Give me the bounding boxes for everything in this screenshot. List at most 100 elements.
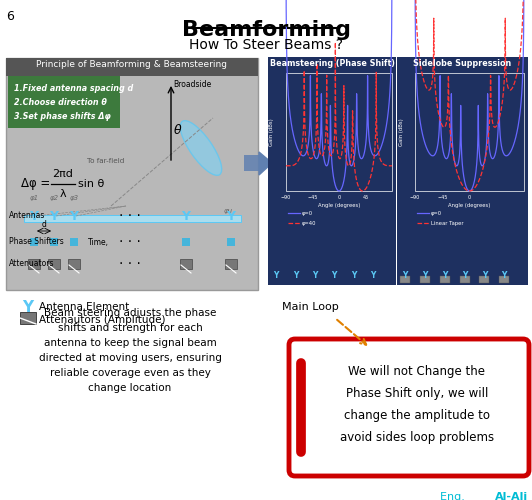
Text: 6: 6 [6, 10, 14, 23]
FancyBboxPatch shape [439, 276, 450, 283]
Text: 3.Set phase shifts Δφ: 3.Set phase shifts Δφ [14, 112, 111, 121]
Text: Angle (degrees): Angle (degrees) [318, 203, 360, 208]
Text: Y: Y [312, 270, 318, 280]
Text: Y: Y [481, 270, 487, 280]
FancyBboxPatch shape [289, 339, 529, 476]
Text: · · ·: · · · [119, 209, 141, 223]
Text: 2πd: 2πd [53, 169, 73, 179]
Text: How To Steer Beams ?: How To Steer Beams ? [189, 38, 343, 52]
Text: · · ·: · · · [119, 235, 141, 249]
FancyBboxPatch shape [8, 76, 120, 128]
FancyBboxPatch shape [479, 276, 489, 283]
Text: Attenuators: Attenuators [9, 260, 54, 268]
Text: directed at moving users, ensuring: directed at moving users, ensuring [38, 353, 221, 363]
Text: θ: θ [174, 124, 182, 138]
Text: Gain (dBs): Gain (dBs) [270, 118, 275, 146]
Text: Y: Y [422, 270, 428, 280]
Text: sin θ: sin θ [78, 179, 104, 189]
Text: d: d [41, 220, 46, 229]
Text: Y: Y [273, 270, 279, 280]
Text: 1.Fixed antenna spacing d: 1.Fixed antenna spacing d [14, 84, 133, 93]
Text: 2.Choose direction θ: 2.Choose direction θ [14, 98, 107, 107]
FancyBboxPatch shape [268, 57, 396, 285]
Text: 45: 45 [362, 195, 369, 200]
Text: Y: Y [502, 270, 507, 280]
Text: Y: Y [331, 270, 337, 280]
Text: Beam steering adjusts the phase: Beam steering adjusts the phase [44, 308, 216, 318]
Text: Sidelobe Suppression: Sidelobe Suppression [413, 59, 512, 68]
Text: Y: Y [442, 270, 447, 280]
Text: Antennas: Antennas [9, 212, 45, 220]
Text: Y: Y [351, 270, 356, 280]
Text: Broadside: Broadside [173, 80, 211, 89]
Text: Gain (dBs): Gain (dBs) [398, 118, 403, 146]
Text: change location: change location [88, 383, 172, 393]
FancyBboxPatch shape [400, 276, 410, 283]
Text: φu: φu [223, 208, 232, 214]
Text: avoid sides loop problems: avoid sides loop problems [340, 431, 494, 444]
Text: reliable coverage even as they: reliable coverage even as they [49, 368, 211, 378]
Ellipse shape [180, 120, 222, 176]
FancyBboxPatch shape [244, 155, 259, 171]
Polygon shape [259, 152, 272, 175]
FancyBboxPatch shape [415, 73, 524, 191]
FancyBboxPatch shape [180, 259, 192, 269]
Text: Attenautors (Amplitude): Attenautors (Amplitude) [39, 315, 165, 325]
Text: Y: Y [370, 270, 376, 280]
Text: Y: Y [49, 210, 59, 222]
Text: Y: Y [70, 210, 79, 222]
Text: Time,: Time, [88, 238, 109, 246]
FancyBboxPatch shape [499, 276, 509, 283]
Text: Linear Taper: Linear Taper [431, 220, 463, 226]
FancyBboxPatch shape [420, 276, 430, 283]
FancyBboxPatch shape [48, 259, 60, 269]
FancyBboxPatch shape [397, 57, 528, 285]
Text: φ=0: φ=0 [431, 210, 442, 216]
Text: Eng.: Eng. [439, 492, 468, 500]
Text: φ=0: φ=0 [302, 210, 313, 216]
Text: change the amplitude to: change the amplitude to [344, 409, 490, 422]
FancyBboxPatch shape [6, 58, 258, 76]
Text: Y: Y [22, 300, 34, 314]
Text: λ: λ [60, 189, 66, 199]
Text: Y: Y [227, 210, 236, 222]
Text: φ2: φ2 [49, 195, 59, 201]
Text: Al-Ali: Al-Ali [495, 492, 528, 500]
Text: −45: −45 [437, 195, 447, 200]
Text: Main Loop: Main Loop [281, 302, 338, 312]
Text: Phase Shift only, we will: Phase Shift only, we will [346, 387, 488, 400]
FancyBboxPatch shape [28, 259, 40, 269]
Text: −45: −45 [307, 195, 318, 200]
Text: 0: 0 [468, 195, 471, 200]
FancyBboxPatch shape [24, 215, 241, 222]
Text: −90: −90 [281, 195, 291, 200]
Text: · · ·: · · · [119, 257, 141, 271]
FancyBboxPatch shape [20, 312, 36, 324]
Text: Y: Y [29, 210, 38, 222]
Text: Angle (degrees): Angle (degrees) [448, 203, 491, 208]
Text: Y: Y [402, 270, 408, 280]
Text: φ=40: φ=40 [302, 220, 317, 226]
Text: Beamforming: Beamforming [181, 20, 351, 40]
Text: −90: −90 [410, 195, 420, 200]
Text: shifts and strength for each: shifts and strength for each [57, 323, 202, 333]
FancyBboxPatch shape [460, 276, 470, 283]
Text: To far-field: To far-field [87, 158, 124, 164]
Text: Y: Y [293, 270, 298, 280]
Text: φ3: φ3 [70, 195, 79, 201]
Text: Phase Shifters: Phase Shifters [9, 238, 64, 246]
Text: φ1: φ1 [29, 195, 38, 201]
FancyBboxPatch shape [286, 73, 392, 191]
Text: Y: Y [181, 210, 190, 222]
Text: Antenna Element: Antenna Element [39, 302, 129, 312]
Text: Beamsteering (Phase Shift): Beamsteering (Phase Shift) [270, 59, 395, 68]
Text: antenna to keep the signal beam: antenna to keep the signal beam [44, 338, 217, 348]
Text: Principle of Beamforming & Beamsteering: Principle of Beamforming & Beamsteering [37, 60, 228, 69]
Text: Δφ =: Δφ = [21, 178, 50, 190]
Text: 0: 0 [337, 195, 340, 200]
Text: We will not Change the: We will not Change the [348, 365, 486, 378]
Text: Y: Y [462, 270, 467, 280]
FancyBboxPatch shape [6, 58, 258, 290]
FancyBboxPatch shape [225, 259, 237, 269]
FancyBboxPatch shape [68, 259, 80, 269]
